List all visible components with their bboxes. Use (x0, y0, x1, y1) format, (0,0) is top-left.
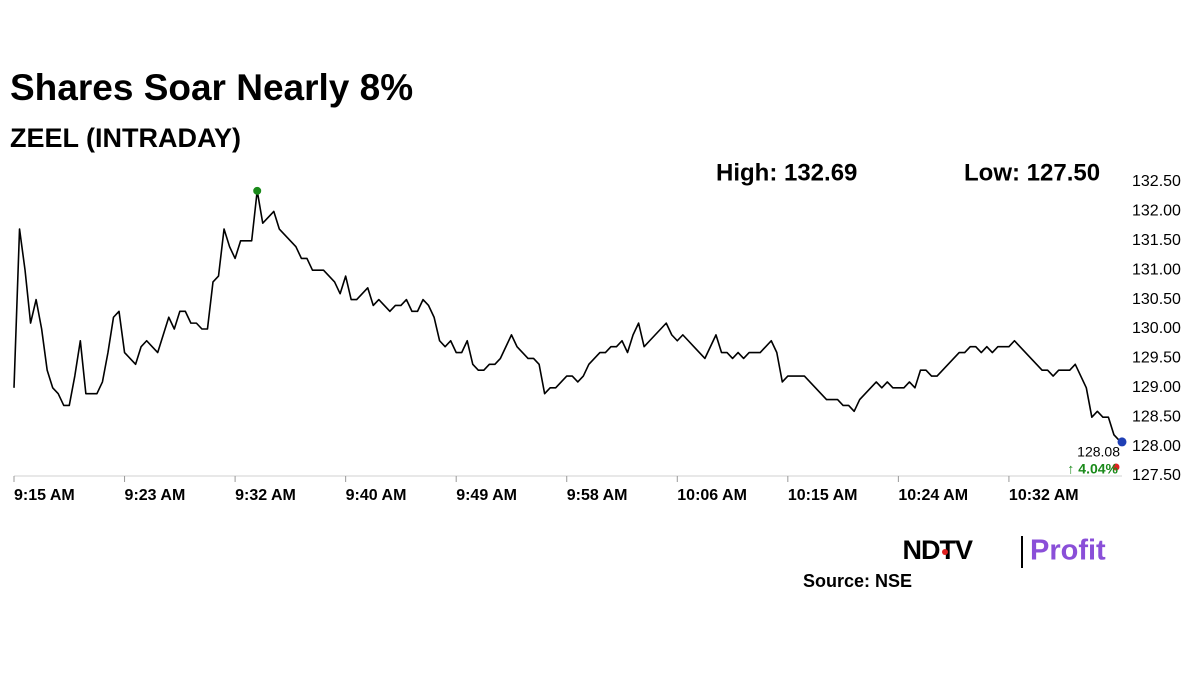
logo-left: NDTV (903, 535, 973, 565)
high-marker (253, 186, 262, 195)
chart-title: Shares Soar Nearly 8% (10, 67, 413, 108)
chart-subtitle: ZEEL (INTRADAY) (10, 123, 241, 153)
x-tick-label: 9:23 AM (125, 487, 186, 504)
x-tick-label: 10:06 AM (677, 487, 747, 504)
source: Source: NSE (803, 571, 912, 591)
logo-dot (942, 549, 948, 555)
x-tick-label: 9:49 AM (456, 487, 517, 504)
low-stat: Low: 127.50 (964, 159, 1100, 186)
price-line (13, 190, 1126, 443)
y-tick-label: 130.00 (1132, 320, 1181, 337)
y-tick-label: 127.50 (1132, 467, 1181, 484)
x-tick-label: 10:32 AM (1009, 487, 1079, 504)
x-tick-label: 9:58 AM (567, 487, 628, 504)
y-tick-label: 129.50 (1132, 350, 1181, 367)
x-tick-label: 10:24 AM (898, 487, 968, 504)
last-marker (1117, 437, 1127, 447)
y-tick-label: 132.00 (1132, 203, 1181, 220)
x-tick-label: 10:15 AM (788, 487, 858, 504)
high-stat: High: 132.69 (716, 159, 857, 186)
last-value-label: 128.08 (1077, 444, 1120, 460)
change-label: ↑ 4.04% (1067, 461, 1118, 477)
x-tick-label: 9:32 AM (235, 487, 296, 504)
y-tick-label: 129.00 (1132, 379, 1181, 396)
y-tick-label: 132.50 (1132, 173, 1181, 190)
logo-right: Profit (1030, 535, 1106, 567)
x-tick-label: 9:40 AM (346, 487, 407, 504)
y-tick-label: 131.50 (1132, 232, 1181, 249)
y-tick-label: 128.00 (1132, 438, 1181, 455)
end-decoration-dot (1112, 463, 1120, 471)
y-tick-label: 128.50 (1132, 408, 1181, 425)
y-tick-label: 130.50 (1132, 291, 1181, 308)
x-tick-label: 9:15 AM (14, 487, 75, 504)
y-tick-label: 131.00 (1132, 261, 1181, 278)
